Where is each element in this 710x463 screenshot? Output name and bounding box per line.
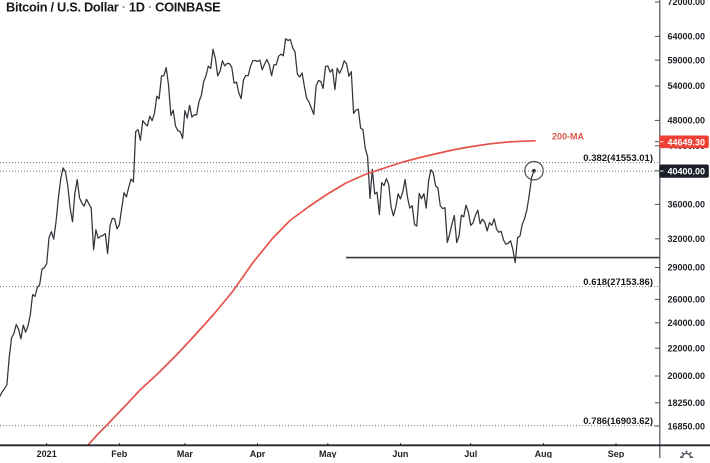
svg-text:May: May — [319, 449, 337, 458]
svg-text:29000.00: 29000.00 — [668, 263, 706, 273]
svg-text:22000.00: 22000.00 — [668, 343, 706, 353]
svg-text:40400.00: 40400.00 — [668, 166, 706, 176]
svg-text:Mar: Mar — [177, 449, 194, 458]
svg-text:59000.00: 59000.00 — [668, 55, 706, 65]
svg-text:54000.00: 54000.00 — [668, 81, 706, 91]
svg-text:0.786(16903.62): 0.786(16903.62) — [583, 416, 653, 427]
svg-text:32000.00: 32000.00 — [668, 234, 706, 244]
svg-text:26000.00: 26000.00 — [668, 295, 706, 305]
svg-text:200-MA: 200-MA — [552, 132, 585, 142]
svg-text:0.382(41553.01): 0.382(41553.01) — [583, 153, 653, 164]
svg-text:Bitcoin / U.S. Dollar · 1D · C: Bitcoin / U.S. Dollar · 1D · COINBASE — [6, 0, 221, 15]
svg-text:36000.00: 36000.00 — [668, 200, 706, 210]
svg-text:16850.00: 16850.00 — [668, 421, 706, 431]
svg-text:24000.00: 24000.00 — [668, 318, 706, 328]
svg-text:0.618(27153.86): 0.618(27153.86) — [583, 277, 653, 288]
svg-text:2021: 2021 — [37, 449, 57, 458]
svg-text:Aug: Aug — [535, 449, 553, 458]
svg-text:18250.00: 18250.00 — [668, 398, 706, 408]
svg-text:Apr: Apr — [250, 449, 266, 458]
svg-text:Jun: Jun — [392, 449, 408, 458]
svg-text:64000.00: 64000.00 — [668, 32, 706, 42]
svg-text:Feb: Feb — [111, 449, 128, 458]
svg-text:48000.00: 48000.00 — [668, 116, 706, 126]
svg-text:Jul: Jul — [464, 449, 477, 458]
svg-text:Sep: Sep — [608, 449, 625, 458]
svg-text:72000.00: 72000.00 — [668, 0, 706, 7]
svg-text:44649.30: 44649.30 — [668, 137, 706, 147]
svg-text:20000.00: 20000.00 — [668, 371, 706, 381]
